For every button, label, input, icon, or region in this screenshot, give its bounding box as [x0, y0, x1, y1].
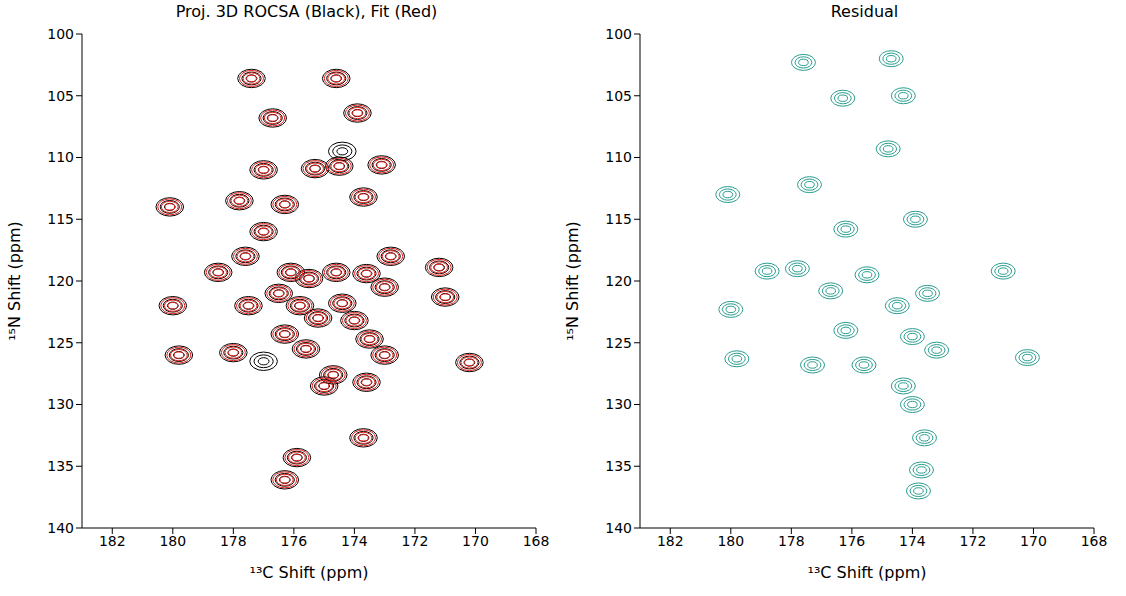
- svg-text:176: 176: [280, 533, 307, 549]
- svg-text:105: 105: [605, 88, 632, 104]
- svg-text:168: 168: [1081, 533, 1108, 549]
- html-text:Residual: Residual: [830, 2, 899, 21]
- svg-text:182: 182: [657, 533, 684, 549]
- svg-text:100: 100: [605, 26, 632, 42]
- svg-text:125: 125: [605, 335, 632, 351]
- svg-text:168: 168: [523, 533, 550, 549]
- svg-text:135: 135: [47, 458, 74, 474]
- svg-text:176: 176: [838, 533, 865, 549]
- svg-text:¹³C Shift (ppm): ¹³C Shift (ppm): [808, 563, 927, 582]
- svg-text:178: 178: [778, 533, 805, 549]
- svg-text:¹³C Shift (ppm): ¹³C Shift (ppm): [250, 563, 369, 582]
- html-text:Proj. 3D ROCSA (Black), Fit (R: Proj. 3D ROCSA (Black), Fit (Red): [175, 2, 438, 21]
- svg-text:105: 105: [47, 88, 74, 104]
- svg-text:¹⁵N Shift (ppm): ¹⁵N Shift (ppm): [5, 221, 24, 341]
- svg-text:125: 125: [47, 335, 74, 351]
- svg-text:140: 140: [605, 520, 632, 536]
- svg-text:174: 174: [341, 533, 368, 549]
- svg-text:115: 115: [605, 211, 632, 227]
- svg-text:180: 180: [159, 533, 186, 549]
- svg-text:130: 130: [47, 396, 74, 412]
- svg-text:¹⁵N Shift (ppm): ¹⁵N Shift (ppm): [563, 221, 582, 341]
- svg-text:110: 110: [47, 149, 74, 165]
- svg-text:130: 130: [605, 396, 632, 412]
- svg-text:178: 178: [220, 533, 247, 549]
- svg-text:170: 170: [462, 533, 489, 549]
- svg-text:170: 170: [1020, 533, 1047, 549]
- svg-text:135: 135: [605, 458, 632, 474]
- svg-text:140: 140: [47, 520, 74, 536]
- svg-text:110: 110: [605, 149, 632, 165]
- svg-text:100: 100: [47, 26, 74, 42]
- svg-text:174: 174: [899, 533, 926, 549]
- svg-text:120: 120: [605, 273, 632, 289]
- svg-text:115: 115: [47, 211, 74, 227]
- svg-text:172: 172: [960, 533, 987, 549]
- svg-text:120: 120: [47, 273, 74, 289]
- svg-text:182: 182: [99, 533, 126, 549]
- svg-text:172: 172: [402, 533, 429, 549]
- svg-text:180: 180: [717, 533, 744, 549]
